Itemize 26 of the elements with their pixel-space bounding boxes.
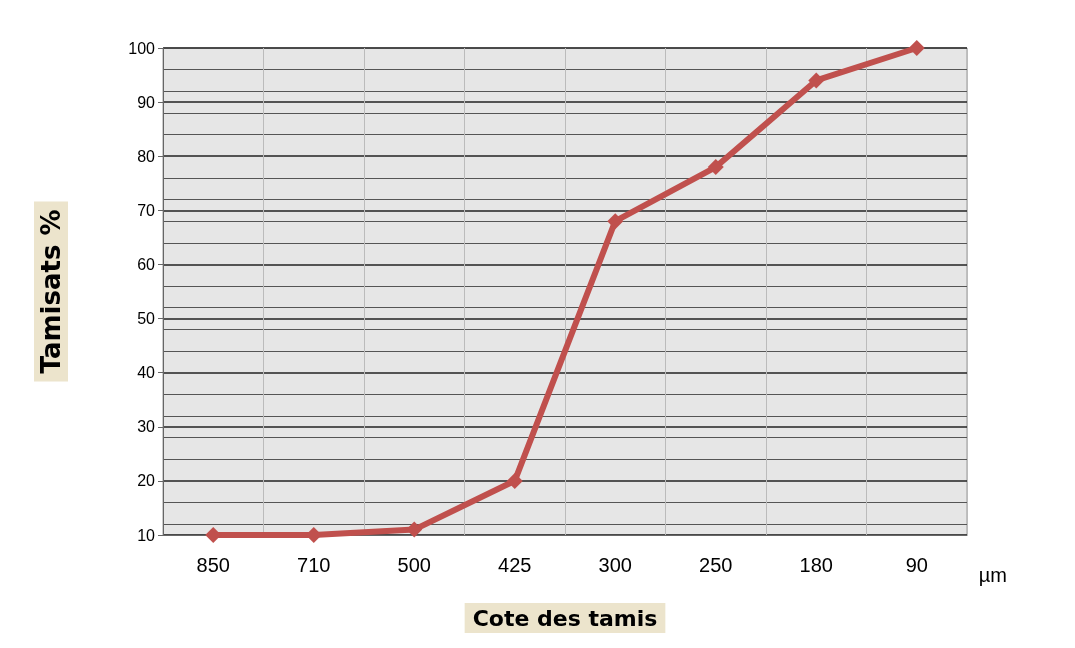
- y-tick-label: 70: [137, 201, 156, 219]
- y-tick-label: 10: [137, 526, 156, 544]
- y-tick-label: 20: [137, 472, 156, 490]
- x-tick-label: 500: [397, 554, 431, 576]
- text: µm: [978, 564, 1007, 586]
- point: [808, 72, 825, 89]
- x-tick-label: 425: [498, 554, 532, 576]
- x-tick-label: 850: [196, 554, 230, 576]
- point: [607, 213, 624, 230]
- y-tick-label: 30: [137, 418, 156, 436]
- y-tick-label: 60: [137, 255, 156, 273]
- x-axis-title: Cote des tamis: [472, 605, 658, 631]
- x-tick-label: 710: [297, 554, 331, 576]
- x-tick-label: 180: [799, 554, 833, 576]
- x-tick-label: 250: [699, 554, 733, 576]
- point: [506, 472, 523, 489]
- y-tick-label: 100: [128, 39, 156, 57]
- point: [707, 159, 724, 176]
- y-tick-label: 50: [137, 310, 156, 328]
- y-tick-label: 40: [137, 364, 156, 382]
- x-tick-label: 90: [905, 554, 928, 576]
- y-tick-label: 90: [137, 93, 156, 111]
- y-tick-label: 80: [137, 147, 156, 165]
- point: [908, 40, 925, 56]
- x-tick-label: 300: [598, 554, 632, 576]
- y-axis-title: Tamisats %: [36, 209, 66, 374]
